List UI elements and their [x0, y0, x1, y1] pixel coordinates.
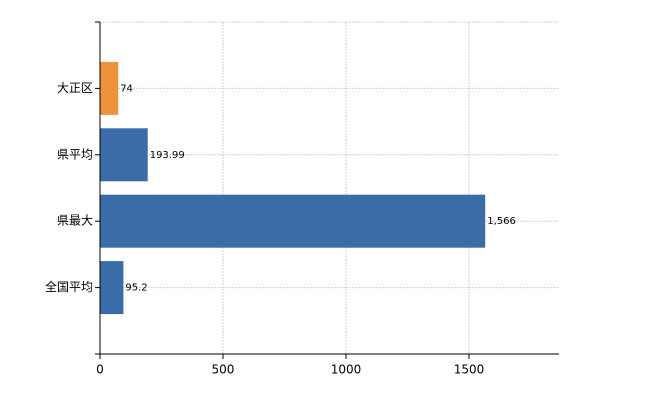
- value-label: 1,566: [487, 216, 516, 227]
- y-tick-label: 県平均: [57, 147, 93, 161]
- y-tick-label: 大正区: [57, 81, 93, 95]
- value-label: 95.2: [125, 283, 147, 294]
- value-label: 193.99: [150, 150, 185, 161]
- y-tick-label: 全国平均: [45, 279, 93, 294]
- value-label: 74: [120, 83, 133, 94]
- x-tick-label: 1000: [331, 363, 362, 377]
- bar: [100, 261, 124, 315]
- bar: [100, 128, 148, 182]
- bar: [100, 194, 486, 248]
- x-tick-label: 500: [212, 363, 235, 377]
- y-tick-label: 県最大: [57, 214, 93, 228]
- x-tick-label: 0: [96, 363, 104, 377]
- x-tick-label: 1500: [454, 363, 485, 377]
- bar: [100, 61, 119, 115]
